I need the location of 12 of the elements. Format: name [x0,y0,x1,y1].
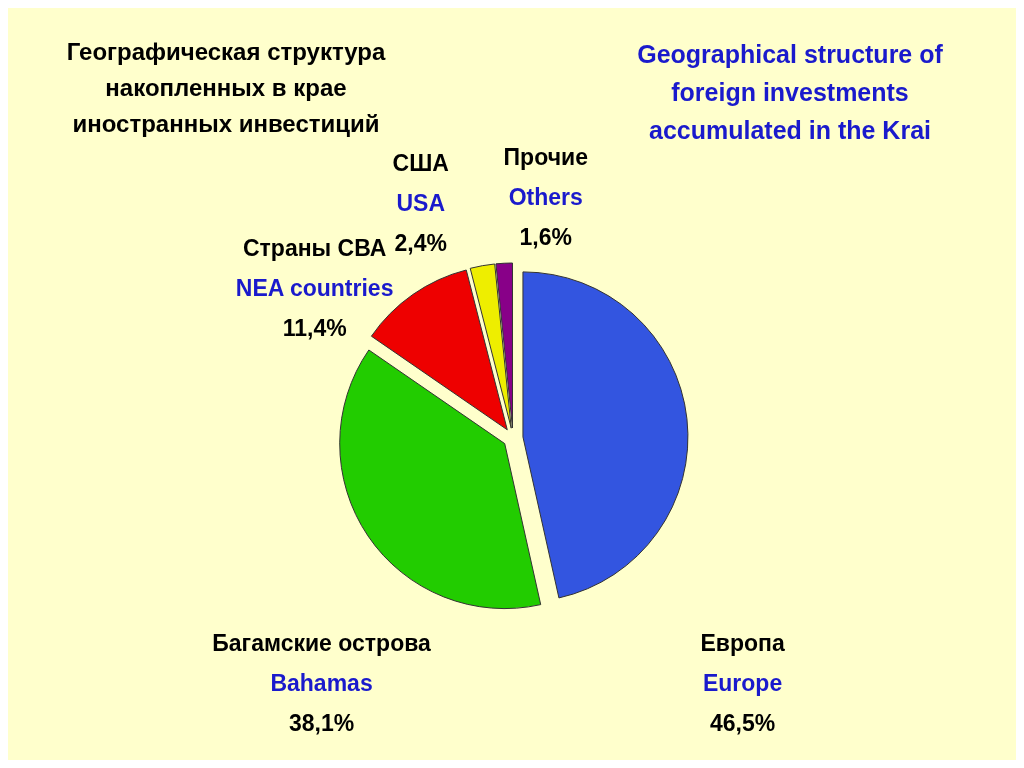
chart-subtitle: Geographical structure of foreign investments accumulated in the Krai [637,40,944,144]
data-label: 46,5% [710,710,776,736]
slice-label: Европа Europe [700,630,785,696]
slice-label: Страны СВА NEA countries [235,234,394,301]
slice-label: США USA [392,149,449,216]
chart-title: Географическая структура накопленных в крае иностранных инвестиций [66,38,386,137]
data-label: 1,6% [519,224,572,251]
data-label: 38,1% [288,710,355,736]
slice-label: Прочие Others [503,144,588,211]
data-label: 2,4% [394,229,447,256]
slice-label: Багамские острова Bahamas [212,630,432,696]
data-label: 11,4% [282,314,347,341]
